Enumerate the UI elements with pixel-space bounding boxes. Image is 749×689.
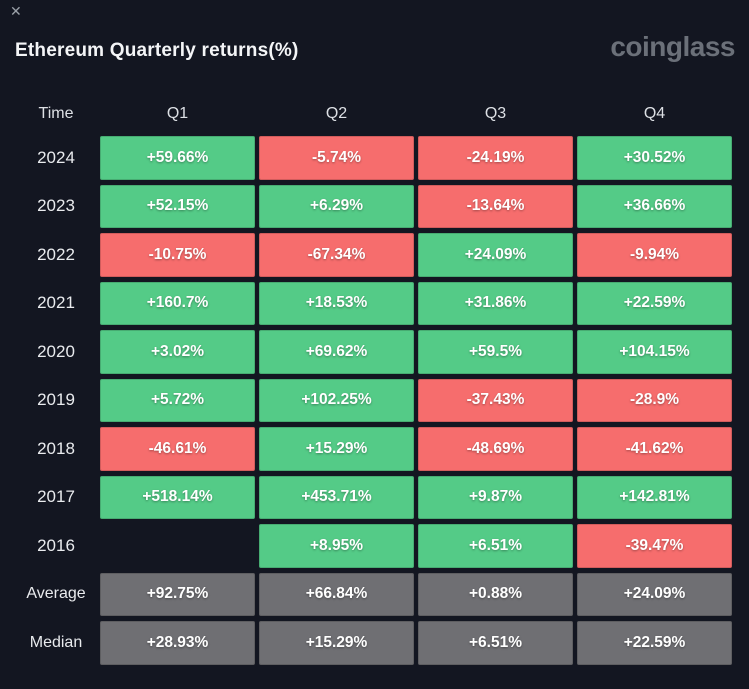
column-header-q2: Q2 — [325, 105, 348, 122]
cell-2016-q4: -39.47% — [577, 524, 732, 568]
cell-2019-q4: -28.9% — [577, 378, 732, 422]
cell-2024-q3: -24.19% — [418, 136, 573, 180]
cell-2024-q4: +30.52% — [577, 136, 732, 180]
cell-2021-q2: +18.53% — [259, 281, 414, 325]
cell-2023-q1: +52.15% — [100, 184, 255, 228]
cell-median-q1: +28.93% — [100, 621, 255, 665]
cell-2016-q1 — [100, 524, 255, 568]
row-label-2016: 2016 — [37, 535, 75, 555]
cell-2017-q3: +9.87% — [418, 475, 573, 519]
cell-2021-q1: +160.7% — [100, 281, 255, 325]
cell-2019-q2: +102.25% — [259, 378, 414, 422]
coinglass-logo: coinglass — [610, 31, 735, 62]
cell-2023-q4: +36.66% — [577, 184, 732, 228]
cell-average-q2: +66.84% — [259, 572, 414, 616]
cell-2022-q3: +24.09% — [418, 233, 573, 277]
cell-2024-q1: +59.66% — [100, 136, 255, 180]
row-label-2020: 2020 — [37, 341, 75, 361]
cell-average-q4: +24.09% — [577, 572, 732, 616]
row-label-2021: 2021 — [37, 293, 75, 313]
row-label-average: Average — [26, 585, 86, 603]
cell-2019-q3: -37.43% — [418, 378, 573, 422]
row-label-median: Median — [29, 633, 83, 651]
row-label-2017: 2017 — [37, 487, 75, 507]
cell-median-q3: +6.51% — [418, 621, 573, 665]
column-header-q3: Q3 — [484, 105, 507, 122]
cell-2020-q4: +104.15% — [577, 330, 732, 374]
cell-2018-q1: -46.61% — [100, 427, 255, 471]
cell-2017-q4: +142.81% — [577, 475, 732, 519]
column-header-q4: Q4 — [643, 105, 666, 122]
cell-2022-q1: -10.75% — [100, 233, 255, 277]
close-icon[interactable]: ✕ — [10, 3, 22, 19]
cell-median-q4: +22.59% — [577, 621, 732, 665]
row-label-2018: 2018 — [37, 438, 75, 458]
cell-2016-q2: +8.95% — [259, 524, 414, 568]
cell-2017-q2: +453.71% — [259, 475, 414, 519]
cell-2021-q4: +22.59% — [577, 281, 732, 325]
cell-2019-q1: +5.72% — [100, 378, 255, 422]
cell-average-q3: +0.88% — [418, 572, 573, 616]
cell-2020-q3: +59.5% — [418, 330, 573, 374]
row-label-2024: 2024 — [37, 147, 75, 167]
cell-2022-q2: -67.34% — [259, 233, 414, 277]
cell-2018-q3: -48.69% — [418, 427, 573, 471]
cell-2024-q2: -5.74% — [259, 136, 414, 180]
cell-2017-q1: +518.14% — [100, 475, 255, 519]
cell-2023-q2: +6.29% — [259, 184, 414, 228]
cell-2023-q3: -13.64% — [418, 184, 573, 228]
cell-median-q2: +15.29% — [259, 621, 414, 665]
cell-2020-q1: +3.02% — [100, 330, 255, 374]
cell-2018-q4: -41.62% — [577, 427, 732, 471]
row-label-2023: 2023 — [37, 196, 75, 216]
cell-2022-q4: -9.94% — [577, 233, 732, 277]
cell-2021-q3: +31.86% — [418, 281, 573, 325]
cell-2020-q2: +69.62% — [259, 330, 414, 374]
cell-2016-q3: +6.51% — [418, 524, 573, 568]
cell-2018-q2: +15.29% — [259, 427, 414, 471]
returns-table: Time Q1 Q2 Q3 Q4 2024 +59.66% -5.74% -24… — [0, 97, 732, 665]
page-title: Ethereum Quarterly returns(%) — [15, 40, 299, 61]
column-header-time: Time — [38, 105, 74, 122]
cell-average-q1: +92.75% — [100, 572, 255, 616]
column-header-q1: Q1 — [166, 105, 189, 122]
row-label-2022: 2022 — [37, 244, 75, 264]
row-label-2019: 2019 — [37, 390, 75, 410]
